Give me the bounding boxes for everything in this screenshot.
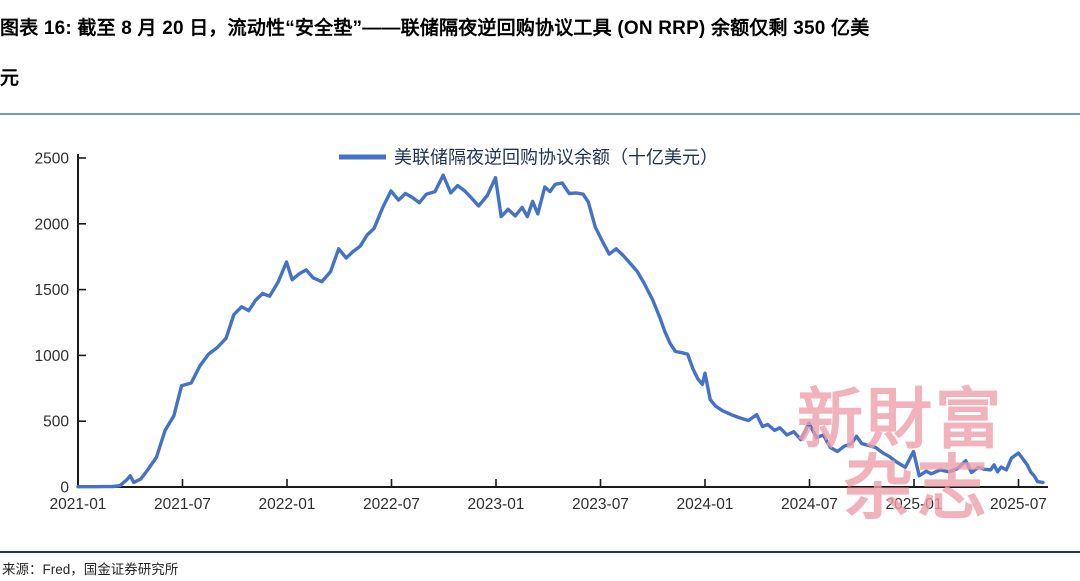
x-axis-tick-label: 2022-07 bbox=[363, 496, 420, 513]
y-axis-tick-label: 0 bbox=[60, 480, 69, 497]
x-axis-tick-label: 2021-01 bbox=[50, 496, 107, 513]
rrp-balance-line-chart: 0 500 1000 1500 2000 2500 2021-01 2021-07 2022-0… bbox=[35, 148, 1048, 513]
title-divider-rule bbox=[0, 113, 1080, 115]
figure-title-line1: 图表 16: 截至 8 月 20 日，流动性“安全垫”——联储隔夜逆回购协议工具… bbox=[0, 18, 870, 39]
y-axis-tick-label: 2500 bbox=[35, 151, 70, 168]
y-axis-tick-label: 1500 bbox=[35, 282, 70, 299]
legend-label: 美联储隔夜逆回购协议余额（十亿美元） bbox=[394, 148, 718, 169]
x-axis-tick-label: 2024-07 bbox=[781, 496, 838, 513]
source-note: 来源：Fred，国金证券研究所 bbox=[2, 562, 179, 577]
figure-title-line2: 元 bbox=[0, 68, 20, 89]
x-axis-tick-label: 2025-01 bbox=[886, 496, 943, 513]
x-axis-tick-label: 2025-07 bbox=[990, 496, 1047, 513]
y-axis-tick-label: 2000 bbox=[35, 216, 70, 233]
x-axis-tick-label: 2022-01 bbox=[259, 496, 316, 513]
figure-title: 图表 16: 截至 8 月 20 日，流动性“安全垫”——联储隔夜逆回购协议工具… bbox=[0, 0, 1080, 104]
rrp-balance-series-line bbox=[76, 173, 1045, 489]
y-axis-tick-label: 500 bbox=[43, 414, 69, 431]
x-axis-tick-label: 2023-07 bbox=[572, 496, 629, 513]
x-axis-tick-label: 2024-01 bbox=[677, 496, 734, 513]
x-axis-tick-label: 2023-01 bbox=[468, 496, 525, 513]
footer-divider-rule bbox=[0, 551, 1080, 553]
x-axis-tick-label: 2021-07 bbox=[154, 496, 211, 513]
y-axis-tick-label: 1000 bbox=[35, 348, 70, 365]
